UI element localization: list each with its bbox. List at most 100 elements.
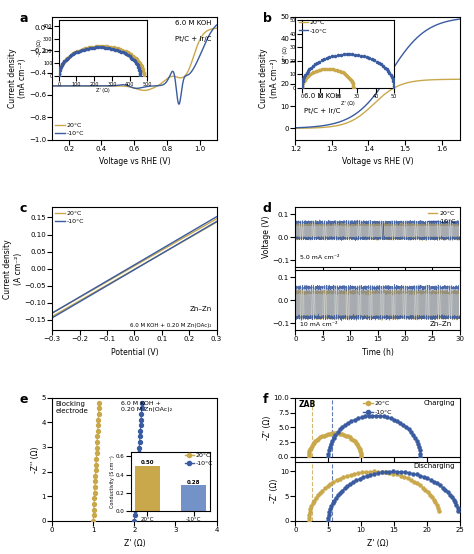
Point [341,484,348,493]
Point [94,432,101,441]
Legend: 20°C, -10°C: 20°C, -10°C [55,122,84,136]
Point [353,476,360,485]
Point [131,505,139,514]
Point [327,505,334,514]
Point [138,404,146,413]
Point [413,470,420,479]
Point [378,468,385,476]
Point [92,466,100,475]
Point [349,478,357,486]
Point [309,440,317,449]
Point [357,449,365,458]
Point [353,440,361,449]
Point [305,514,312,522]
Point [95,398,103,407]
Point [133,477,141,486]
Point [333,476,340,485]
Point [436,481,444,490]
Text: ZAB: ZAB [299,399,316,408]
Point [382,468,389,476]
Point [137,409,145,418]
Point [134,466,142,475]
Text: Charging: Charging [423,399,455,406]
Point [339,473,347,482]
Point [417,453,424,461]
Point [405,425,412,434]
Point [306,445,314,454]
Point [397,418,404,427]
Point [453,501,460,510]
Point [337,429,344,438]
Point [398,468,405,476]
Text: 6.0 M KOH: 6.0 M KOH [175,20,211,26]
Point [387,414,394,423]
Y-axis label: -Z' (Ω): -Z' (Ω) [263,415,272,439]
Point [357,450,365,459]
Text: Zn–Zn: Zn–Zn [189,306,211,312]
Point [131,511,138,520]
Point [330,478,337,486]
Text: b: b [263,12,272,25]
Point [448,493,456,501]
Point [314,491,322,500]
Point [373,411,380,420]
Point [346,470,354,479]
Point [94,415,102,424]
Point [363,471,370,480]
Point [355,443,363,452]
Text: Discharging: Discharging [413,463,455,469]
Point [426,490,434,499]
Point [328,499,336,508]
Text: Pt/C + Ir/C: Pt/C + Ir/C [304,107,340,114]
Point [390,467,397,476]
Point [386,467,393,476]
Point [424,488,432,496]
Point [366,470,374,479]
Point [423,474,431,483]
Point [419,483,427,492]
Point [455,506,462,515]
Point [433,479,441,488]
Point [389,469,397,478]
Point [326,429,333,438]
Point [351,415,358,424]
Point [416,481,424,490]
Text: 6.0 M KOH: 6.0 M KOH [304,93,340,99]
Point [365,412,373,420]
Point [306,447,313,456]
Point [319,486,326,495]
Point [330,433,337,442]
Point [332,429,340,438]
Point [91,471,99,480]
Point [305,449,313,458]
Legend: 20°C, -10°C: 20°C, -10°C [363,401,392,415]
Point [383,413,391,422]
Point [435,506,443,515]
Point [134,460,142,469]
Point [334,491,341,500]
Point [344,481,351,490]
Point [356,474,364,483]
Y-axis label: -Z'' (Ω): -Z'' (Ω) [31,446,40,473]
Point [328,502,335,511]
Point [325,514,332,522]
Text: Zn–Zn: Zn–Zn [429,321,452,327]
Point [312,494,320,502]
Point [332,494,339,502]
Point [308,442,315,450]
Text: 6.0 M KOH +
0.20 M Zn(OAc)₂: 6.0 M KOH + 0.20 M Zn(OAc)₂ [121,402,173,412]
Text: e: e [19,393,28,406]
Point [349,435,357,444]
Point [374,467,382,476]
Point [346,433,354,442]
Point [338,423,346,432]
X-axis label: Time (h): Time (h) [362,348,393,357]
Point [322,430,329,439]
Point [338,430,346,439]
Point [417,471,424,480]
Point [354,469,362,478]
Point [338,486,346,495]
X-axis label: Z' (Ω): Z' (Ω) [124,538,145,547]
Point [427,475,435,484]
Point [92,454,100,463]
